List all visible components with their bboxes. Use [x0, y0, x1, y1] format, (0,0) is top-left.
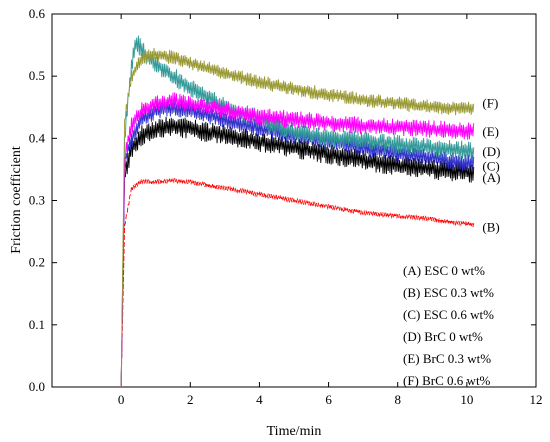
series-line-b — [120, 177, 475, 388]
axis-ticks: 0 2 4 6 8 10 12 0.0 0.1 0.2 0.3 0.4 0.5 0.6 — [29, 6, 543, 407]
legend-entry-b: (B) ESC 0.3 wt% — [403, 285, 494, 300]
y-tick-label: 0.6 — [29, 6, 46, 21]
y-tick-label: 0.1 — [29, 317, 45, 332]
legend-entry-a: (A) ESC 0 wt% — [403, 263, 485, 278]
legend-entry-e: (E) BrC 0.3 wt% — [403, 351, 491, 366]
x-tick-label: 8 — [394, 392, 401, 407]
x-tick-label: 10 — [460, 392, 473, 407]
x-tick-label: 6 — [325, 392, 332, 407]
y-tick-label: 0.2 — [29, 255, 45, 270]
x-tick-label: 0 — [118, 392, 125, 407]
series-line-d — [120, 35, 475, 388]
series-end-label: (A) — [482, 170, 500, 185]
y-tick-label: 0.5 — [29, 68, 45, 83]
legend: (A) ESC 0 wt% (B) ESC 0.3 wt% (C) ESC 0.… — [403, 263, 494, 388]
series-line-a — [120, 116, 475, 388]
y-tick-label: 0.0 — [29, 379, 45, 394]
y-axis-title: Friction coefficient — [9, 146, 24, 254]
series-labels: (A) (B) (C)(D) (E) (F) — [482, 95, 500, 234]
series-layer — [120, 35, 475, 388]
legend-entry-c: (C) ESC 0.6 wt% — [403, 307, 494, 322]
legend-entry-f: (F) BrC 0.6 wt% — [403, 373, 491, 388]
series-end-label: (B) — [482, 220, 499, 235]
series-line-e — [120, 92, 475, 388]
x-axis-title: Time/min — [267, 424, 322, 439]
series-end-label: (D) — [482, 144, 500, 159]
y-tick-label: 0.4 — [29, 130, 46, 145]
x-tick-label: 4 — [256, 392, 263, 407]
x-tick-label: 12 — [530, 392, 543, 407]
series-end-label: (C) — [482, 159, 499, 174]
series-end-label: (E) — [482, 124, 499, 139]
series-line-f — [120, 48, 475, 388]
x-tick-label: 2 — [187, 392, 194, 407]
series-end-label: (F) — [482, 95, 498, 110]
legend-entry-d: (D) BrC 0 wt% — [403, 329, 483, 344]
y-tick-label: 0.3 — [29, 193, 45, 208]
